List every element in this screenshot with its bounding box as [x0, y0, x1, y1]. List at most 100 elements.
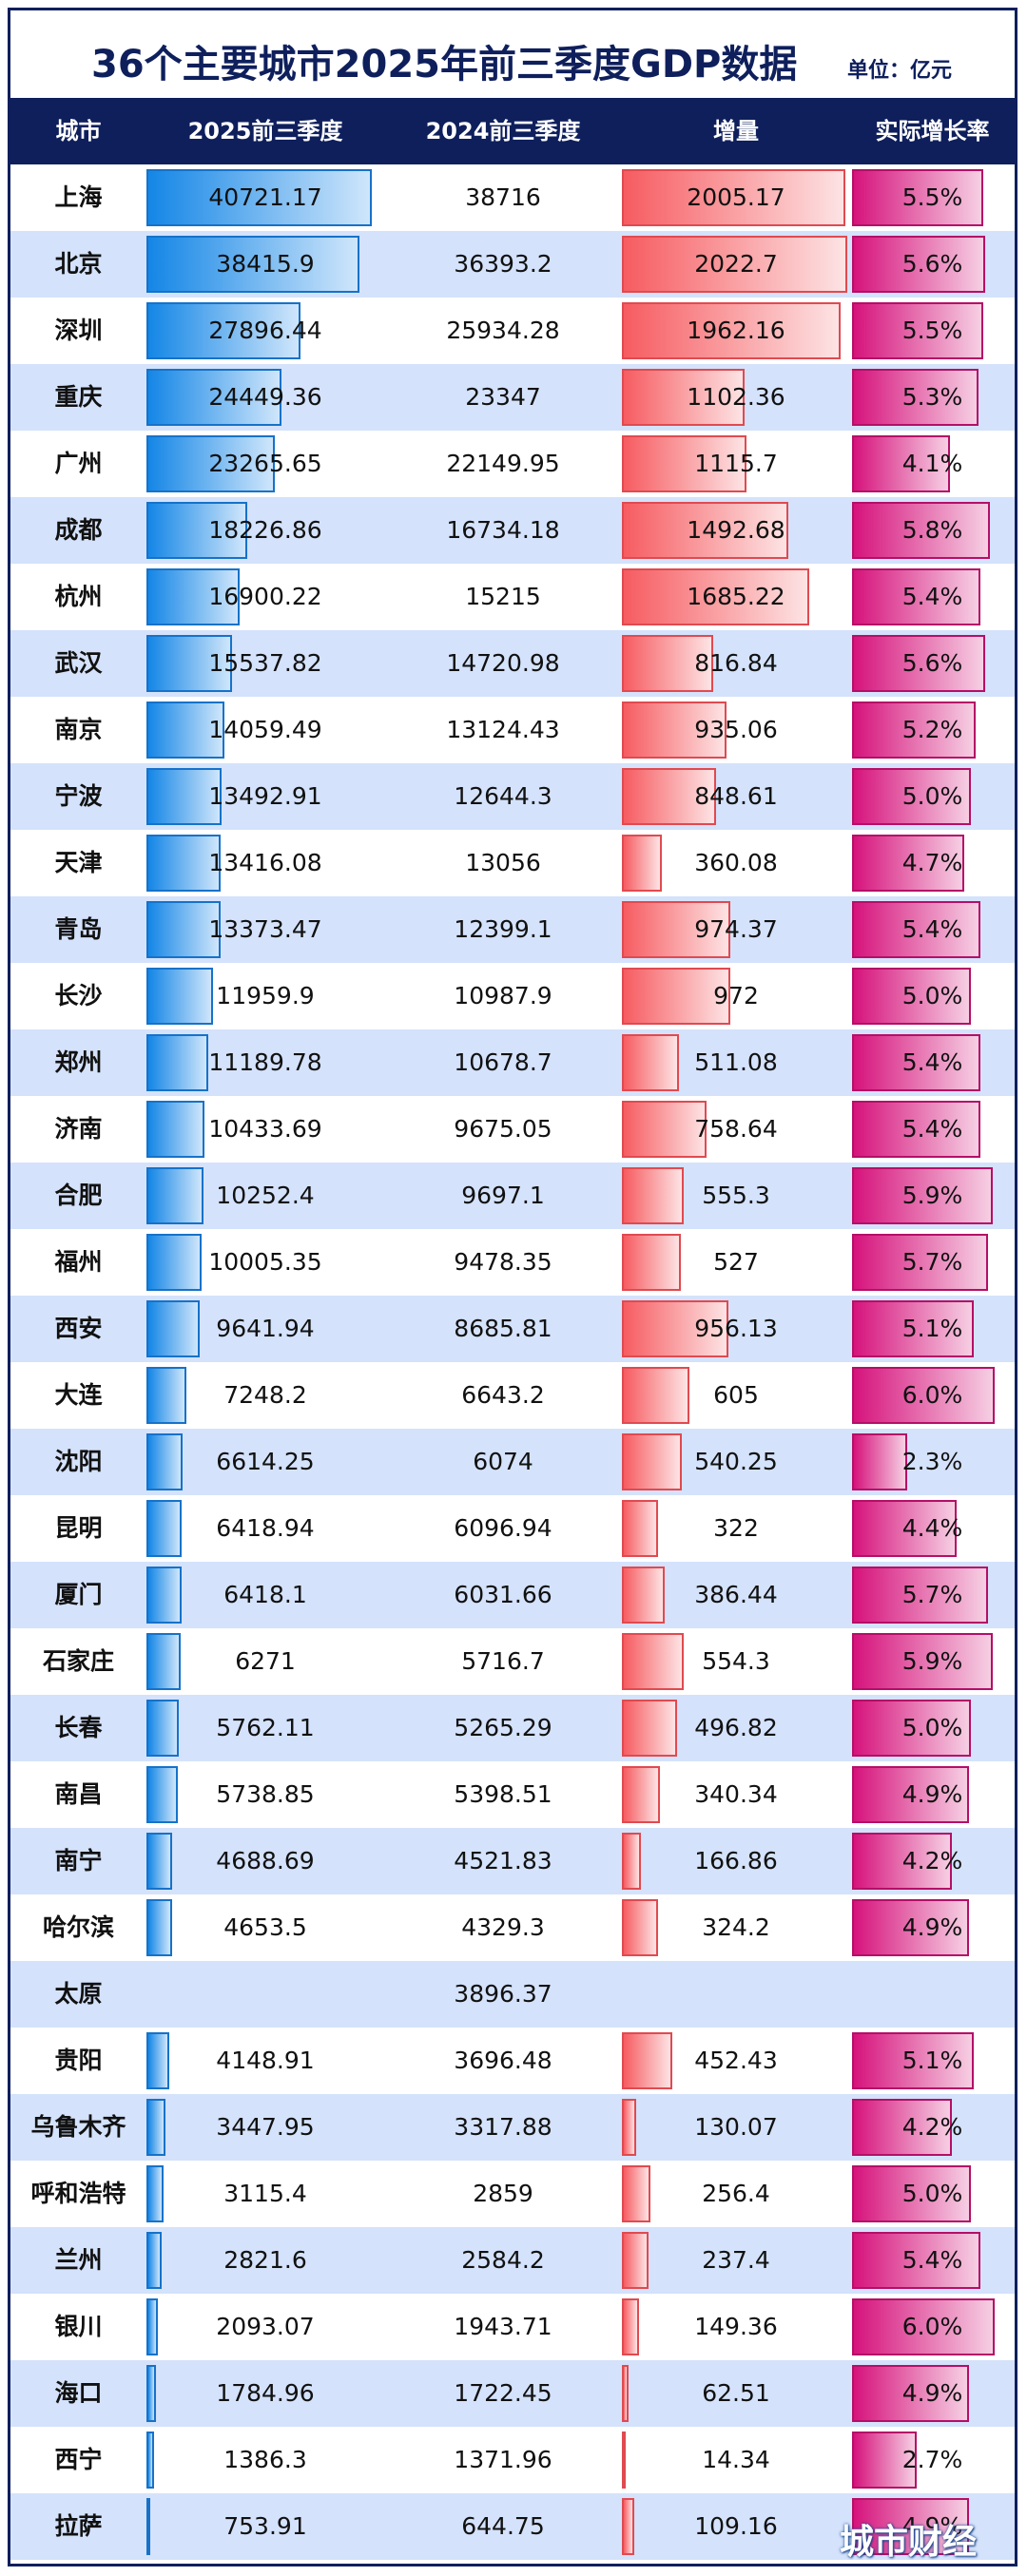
growth-cell: 6.0% — [901, 2313, 963, 2340]
city-cell: 福州 — [54, 1248, 103, 1276]
gdp-2024-cell: 15215 — [465, 583, 541, 610]
increase-cell: 324.2 — [702, 1913, 770, 1941]
growth-cell: 4.7% — [901, 849, 963, 876]
increase-cell: 605 — [713, 1381, 759, 1409]
unit-label: 单位：亿元 — [847, 59, 953, 83]
gdp-2025-bar — [146, 568, 241, 625]
increase-cell: 62.51 — [702, 2379, 770, 2407]
growth-bar — [852, 835, 964, 892]
increase-cell — [622, 1961, 850, 2028]
growth-cell: 5.6% — [901, 649, 963, 677]
gdp-2025-cell: 3115.4 — [223, 2180, 307, 2207]
gdp-2024-cell: 9697.1 — [461, 1182, 545, 1209]
gdp-2024-cell: 10678.7 — [454, 1048, 552, 1076]
growth-cell: 5.1% — [901, 2047, 963, 2074]
increase-bar — [622, 1899, 658, 1956]
gdp-2025-cell: 23265.65 — [208, 450, 322, 477]
increase-bar — [622, 768, 717, 825]
increase-bar — [622, 2165, 651, 2222]
title-row: 36个主要城市2025年前三季度GDP数据 单位：亿元 — [10, 10, 1015, 98]
gdp-2025-cell: 10433.69 — [208, 1115, 322, 1143]
gdp-2025-cell: 2821.6 — [223, 2246, 307, 2274]
gdp-2025-cell: 753.91 — [223, 2512, 307, 2540]
city-cell: 杭州 — [54, 583, 103, 610]
increase-cell: 386.44 — [694, 1581, 778, 1608]
growth-bar — [852, 2298, 995, 2355]
gdp-2025-bar — [146, 1700, 179, 1757]
city-cell: 深圳 — [54, 317, 103, 344]
city-cell: 济南 — [54, 1115, 103, 1143]
growth-bar — [852, 2032, 974, 2089]
table-row: 合肥 10252.4 9697.1 555.3 5.9% — [10, 1163, 1015, 1229]
gdp-2025-bar — [146, 835, 222, 892]
gdp-2024-cell: 25934.28 — [446, 317, 560, 344]
gdp-2025-cell: 40721.17 — [208, 183, 322, 211]
table-row: 青岛 13373.47 12399.1 974.37 5.4% — [10, 896, 1015, 963]
table-row: 宁波 13492.91 12644.3 848.61 5.0% — [10, 763, 1015, 830]
gdp-2024-cell: 6643.2 — [461, 1381, 545, 1409]
table-row: 西宁 1386.3 1371.96 14.34 2.7% — [10, 2427, 1015, 2493]
growth-bar — [852, 2232, 980, 2289]
gdp-2024-cell: 14720.98 — [446, 649, 560, 677]
table-header: 城市 2025前三季度 2024前三季度 增量 实际增长率 — [10, 98, 1015, 164]
increase-cell: 972 — [713, 982, 759, 1009]
city-cell: 宁波 — [54, 782, 103, 810]
gdp-2025-cell: 38415.9 — [216, 250, 315, 278]
table-row: 杭州 16900.22 15215 1685.22 5.4% — [10, 564, 1015, 630]
gdp-2025-bar — [146, 901, 221, 958]
gdp-2024-cell: 22149.95 — [446, 450, 560, 477]
increase-bar — [622, 1433, 683, 1490]
gdp-2025-cell: 18226.86 — [208, 516, 322, 544]
increase-bar — [622, 901, 731, 958]
header-growth: 实际增长率 — [875, 118, 990, 144]
increase-cell: 974.37 — [694, 915, 778, 943]
growth-bar — [852, 968, 971, 1025]
growth-cell: 5.4% — [901, 583, 963, 610]
growth-cell: 5.2% — [901, 716, 963, 743]
increase-bar — [622, 2099, 637, 2156]
gdp-2024-cell: 4521.83 — [454, 1847, 552, 1874]
gdp-2025-bar — [146, 2365, 157, 2422]
increase-bar — [622, 2432, 626, 2489]
growth-cell: 4.2% — [901, 1847, 963, 1874]
gdp-2025-bar — [146, 702, 224, 759]
increase-cell: 540.25 — [694, 1448, 778, 1475]
table-row: 长沙 11959.9 10987.9 972 5.0% — [10, 963, 1015, 1029]
gdp-2025-cell: 4653.5 — [223, 1913, 307, 1941]
increase-cell: 527 — [713, 1248, 759, 1276]
growth-cell: 5.5% — [901, 317, 963, 344]
city-cell: 青岛 — [54, 915, 103, 943]
increase-cell: 496.82 — [694, 1714, 778, 1741]
table-row: 南宁 4688.69 4521.83 166.86 4.2% — [10, 1828, 1015, 1894]
gdp-2024-cell: 10987.9 — [454, 982, 552, 1009]
increase-bar — [622, 2498, 634, 2555]
table-row: 济南 10433.69 9675.05 758.64 5.4% — [10, 1096, 1015, 1163]
gdp-2025-bar — [146, 302, 301, 359]
gdp-2024-cell: 3896.37 — [454, 1980, 552, 2008]
gdp-2025-bar — [146, 1101, 204, 1158]
gdp-2025-cell: 15537.82 — [208, 649, 322, 677]
gdp-2024-cell: 16734.18 — [446, 516, 560, 544]
growth-bar — [852, 901, 980, 958]
city-cell: 重庆 — [54, 383, 103, 411]
city-cell: 沈阳 — [54, 1448, 103, 1475]
gdp-2025-bar — [146, 169, 372, 226]
gdp-2025-bar — [146, 1300, 201, 1357]
gdp-2025-cell: 10252.4 — [216, 1182, 315, 1209]
increase-cell: 1685.22 — [687, 583, 785, 610]
gdp-2024-cell: 9675.05 — [454, 1115, 552, 1143]
gdp-2025-cell: 13373.47 — [208, 915, 322, 943]
increase-bar — [622, 302, 841, 359]
increase-bar — [622, 2032, 672, 2089]
city-cell: 南宁 — [54, 1847, 103, 1874]
city-cell: 上海 — [54, 183, 103, 211]
gdp-2024-cell: 13124.43 — [446, 716, 560, 743]
gdp-2024-cell: 1722.45 — [454, 2379, 552, 2407]
table-row: 天津 13416.08 13056 360.08 4.7% — [10, 830, 1015, 896]
gdp-2025-bar — [146, 2032, 170, 2089]
chart-frame: 36个主要城市2025年前三季度GDP数据 单位：亿元 城市 2025前三季度 … — [8, 8, 1017, 2566]
increase-cell: 1962.16 — [687, 317, 785, 344]
table-row: 大连 7248.2 6643.2 605 6.0% — [10, 1362, 1015, 1429]
increase-cell: 322 — [713, 1514, 759, 1542]
growth-bar — [852, 1633, 993, 1690]
